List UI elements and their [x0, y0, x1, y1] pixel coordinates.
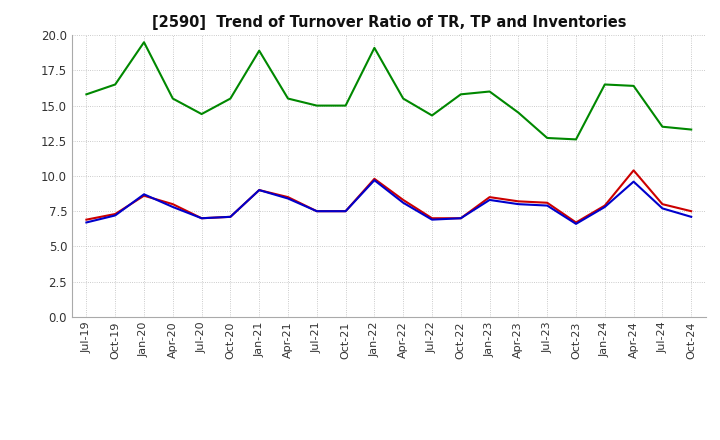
Line: Inventories: Inventories: [86, 42, 691, 139]
Inventories: [140, 40, 148, 45]
Trade Receivables: [687, 209, 696, 214]
Trade Receivables: [226, 214, 235, 220]
Trade Payables: [687, 214, 696, 220]
Trade Payables: [82, 220, 91, 225]
Inventories: [572, 137, 580, 142]
Trade Payables: [514, 202, 523, 207]
Trade Receivables: [514, 199, 523, 204]
Inventories: [543, 136, 552, 141]
Trade Payables: [658, 206, 667, 211]
Trade Receivables: [485, 194, 494, 200]
Inventories: [226, 96, 235, 101]
Inventories: [485, 89, 494, 94]
Trade Payables: [226, 214, 235, 220]
Inventories: [197, 111, 206, 117]
Trade Receivables: [456, 216, 465, 221]
Trade Receivables: [399, 197, 408, 202]
Inventories: [111, 82, 120, 87]
Trade Receivables: [428, 216, 436, 221]
Trade Payables: [399, 200, 408, 205]
Trade Payables: [428, 217, 436, 222]
Line: Trade Payables: Trade Payables: [86, 180, 691, 224]
Trade Receivables: [168, 202, 177, 207]
Trade Receivables: [600, 203, 609, 208]
Inventories: [284, 96, 292, 101]
Inventories: [370, 45, 379, 51]
Trade Receivables: [197, 216, 206, 221]
Trade Receivables: [284, 194, 292, 200]
Trade Receivables: [255, 187, 264, 193]
Trade Receivables: [140, 193, 148, 198]
Trade Payables: [111, 213, 120, 218]
Trade Payables: [629, 179, 638, 184]
Inventories: [629, 83, 638, 88]
Trade Payables: [255, 187, 264, 193]
Trade Receivables: [111, 211, 120, 216]
Trade Payables: [456, 216, 465, 221]
Inventories: [456, 92, 465, 97]
Trade Receivables: [629, 168, 638, 173]
Trade Receivables: [82, 217, 91, 222]
Inventories: [312, 103, 321, 108]
Inventories: [255, 48, 264, 53]
Inventories: [341, 103, 350, 108]
Trade Payables: [600, 204, 609, 209]
Trade Payables: [543, 203, 552, 208]
Trade Receivables: [658, 202, 667, 207]
Trade Receivables: [543, 200, 552, 205]
Trade Payables: [284, 196, 292, 201]
Inventories: [600, 82, 609, 87]
Inventories: [399, 96, 408, 101]
Line: Trade Receivables: Trade Receivables: [86, 170, 691, 223]
Trade Payables: [197, 216, 206, 221]
Inventories: [658, 124, 667, 129]
Inventories: [687, 127, 696, 132]
Inventories: [428, 113, 436, 118]
Trade Receivables: [370, 176, 379, 181]
Trade Payables: [312, 209, 321, 214]
Trade Receivables: [312, 209, 321, 214]
Trade Payables: [341, 209, 350, 214]
Inventories: [82, 92, 91, 97]
Title: [2590]  Trend of Turnover Ratio of TR, TP and Inventories: [2590] Trend of Turnover Ratio of TR, TP…: [151, 15, 626, 30]
Inventories: [514, 110, 523, 115]
Trade Payables: [140, 192, 148, 197]
Trade Payables: [485, 197, 494, 202]
Trade Payables: [168, 204, 177, 209]
Trade Receivables: [572, 220, 580, 225]
Trade Payables: [572, 221, 580, 227]
Trade Receivables: [341, 209, 350, 214]
Trade Payables: [370, 178, 379, 183]
Inventories: [168, 96, 177, 101]
